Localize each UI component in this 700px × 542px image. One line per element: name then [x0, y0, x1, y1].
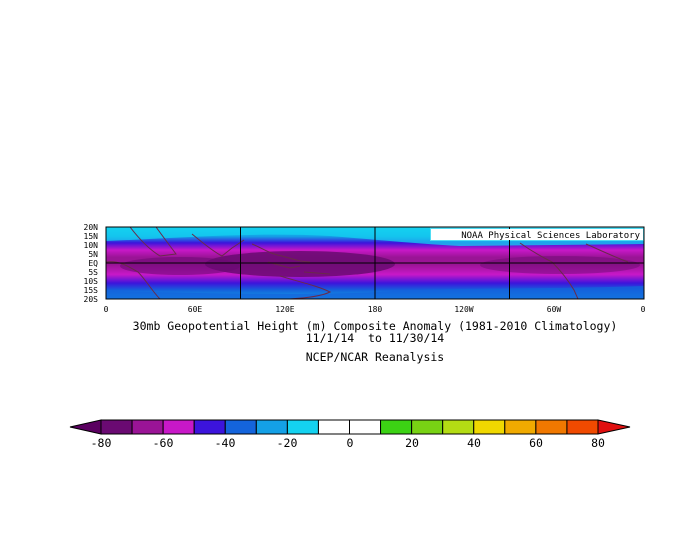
west-negative-anomaly — [120, 257, 240, 275]
colorbar-box — [255, 419, 288, 435]
colorbar-tick-label: 40 — [467, 436, 481, 450]
colorbar-tick-label: 60 — [529, 436, 543, 450]
lon-tick-0-end: 0 — [641, 305, 646, 314]
colorbar-tick-label: -60 — [153, 436, 174, 450]
colorbar-tick-label: 80 — [591, 436, 605, 450]
lat-tick-15s: 15S — [84, 286, 99, 295]
lat-tick-15n: 15N — [84, 232, 99, 241]
lat-tick-10s: 10S — [84, 277, 99, 286]
colorbar-box — [380, 419, 413, 435]
colorbar-tick-label: 20 — [405, 436, 419, 450]
lat-tick-10n: 10N — [84, 241, 99, 250]
lon-tick-120e: 120E — [275, 305, 294, 314]
lat-tick-5s: 5S — [88, 268, 98, 277]
colorbar-under-triangle — [69, 419, 102, 435]
figure-titles: 30mb Geopotential Height (m) Composite A… — [133, 319, 618, 364]
lon-tick-120w: 120W — [454, 305, 473, 314]
title-line-3: NCEP/NCAR Reanalysis — [306, 350, 444, 364]
colorbar-box — [224, 419, 257, 435]
colorbar-box — [131, 419, 164, 435]
credit-box — [431, 229, 643, 240]
credit-label: NOAA Physical Sciences Laboratory — [461, 231, 640, 241]
colorbar: -80 -60 -40 -20 0 20 40 60 80 — [69, 419, 631, 450]
colorbar-tick-label: -80 — [91, 436, 112, 450]
colorbar-box — [473, 419, 506, 435]
lon-tick-0: 0 — [104, 305, 109, 314]
latitude-axis: 20N 15N 10N 5N EQ 5S 10S 15S 20S — [84, 223, 99, 304]
title-line-1: 30mb Geopotential Height (m) Composite A… — [133, 319, 618, 333]
longitude-axis: 0 60E 120E 180 120W 60W 0 — [104, 305, 646, 314]
colorbar-box — [286, 419, 319, 435]
colorbar-box — [411, 419, 444, 435]
anomaly-map: NOAA Physical Sciences Laboratory 20N 15… — [84, 223, 646, 314]
lat-tick-eq: EQ — [88, 259, 98, 268]
colorbar-box — [100, 419, 133, 435]
colorbar-boxes — [100, 419, 599, 435]
colorbar-tick-label: -40 — [215, 436, 236, 450]
colorbar-box — [349, 419, 382, 435]
east-negative-anomaly — [480, 256, 640, 274]
colorbar-box — [504, 419, 537, 435]
colorbar-tick-label: 0 — [347, 436, 354, 450]
colorbar-box — [566, 419, 599, 435]
title-line-2: 11/1/14 to 11/30/14 — [306, 331, 445, 345]
colorbar-box — [317, 419, 351, 435]
lon-tick-60w: 60W — [547, 305, 562, 314]
colorbar-box — [193, 419, 226, 435]
colorbar-box — [442, 419, 475, 435]
core-negative-anomaly — [205, 251, 395, 277]
lon-tick-180: 180 — [368, 305, 383, 314]
lon-tick-60e: 60E — [188, 305, 203, 314]
colorbar-over-triangle — [597, 419, 631, 435]
colorbar-tick-label: -20 — [277, 436, 298, 450]
colorbar-box — [162, 419, 195, 435]
lat-tick-20n: 20N — [84, 223, 99, 232]
map-frame — [105, 226, 645, 300]
lat-tick-5n: 5N — [88, 250, 98, 259]
colorbar-tick-labels: -80 -60 -40 -20 0 20 40 60 80 — [91, 436, 605, 450]
coastlines — [106, 227, 629, 299]
colorbar-box — [535, 419, 568, 435]
lat-tick-20s: 20S — [84, 295, 99, 304]
